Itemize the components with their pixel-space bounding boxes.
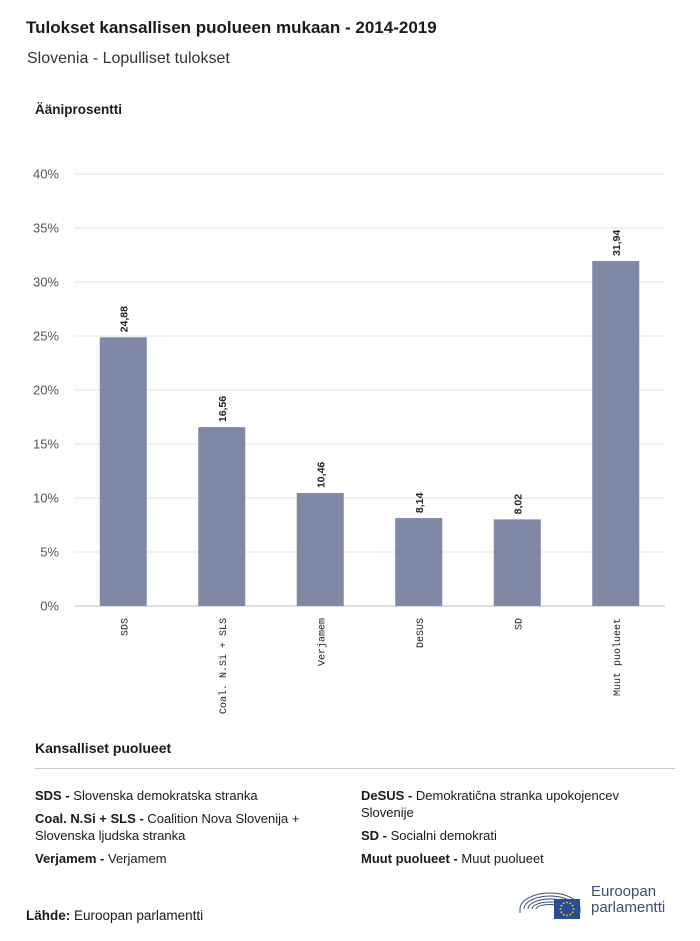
bar [198, 427, 246, 606]
legend-title: Kansalliset puolueet [35, 740, 172, 756]
y-axis-label: Ääniprosentti [35, 102, 123, 117]
legend-item-muut: Muut puolueet - Muut puolueet [361, 851, 544, 866]
source-note: Lähde: Euroopan parlamentti [26, 908, 204, 923]
chart-subtitle: Slovenia - Lopulliset tulokset [27, 50, 230, 67]
bar [493, 519, 541, 606]
parliament-hemicycle-icon [519, 892, 581, 919]
ep-logo: Euroopan parlamentti [516, 883, 681, 923]
x-tick-label: Verjamem [316, 618, 328, 666]
x-tick-label: SD [514, 618, 525, 630]
data-label: 24,88 [118, 306, 130, 332]
chart-title: Tulokset kansallisen puolueen mukaan - 2… [26, 18, 437, 37]
bar [99, 337, 147, 606]
y-tick-label: 20% [33, 383, 59, 398]
data-label: 31,94 [611, 230, 623, 256]
y-tick-label: 10% [33, 491, 59, 506]
legend-item-verjamem: Verjamem - Verjamem [35, 851, 167, 866]
logo-text: Euroopan parlamentti [591, 883, 666, 916]
eu-flag-icon [554, 899, 580, 919]
data-label: 8,14 [414, 492, 426, 513]
x-tick-label: Coal. N.Si + SLS [218, 618, 230, 714]
y-tick-label: 30% [33, 275, 59, 290]
bar [395, 518, 443, 606]
data-label: 8,02 [512, 494, 524, 515]
y-tick-label: 35% [33, 221, 59, 236]
bar [592, 261, 640, 606]
y-tick-label: 40% [33, 167, 59, 182]
y-tick-label: 5% [40, 545, 59, 560]
x-tick-label: Muut puolueet [612, 618, 624, 696]
data-label: 10,46 [315, 462, 327, 488]
legend-item-sds: SDS - Slovenska demokratska stranka [35, 788, 258, 803]
y-tick-label: 15% [33, 437, 59, 452]
data-label: 16,56 [217, 396, 229, 422]
legend-item-coal: Coal. N.Si + SLS - Coalition Nova Sloven… [35, 811, 300, 843]
bar [296, 493, 344, 606]
legend-right-column: DeSUS - Demokratična stranka upokojencev… [361, 787, 661, 873]
x-tick-label: DeSUS [416, 618, 427, 648]
bar-chart: 0% 5% 10% 15% 20% 25% 30% 35% 40% 24,88 SDS 16,56 Co… [33, 167, 665, 714]
x-tick-label: SDS [120, 618, 131, 636]
legend-item-desus: DeSUS - Demokratična stranka upokojencev… [361, 788, 619, 820]
y-tick-label: 0% [40, 599, 59, 614]
legend-item-sd: SD - Socialni demokrati [361, 828, 497, 843]
legend-left-column: SDS - Slovenska demokratska stranka Coal… [35, 787, 335, 873]
y-tick-label: 25% [33, 329, 59, 344]
legend-divider [35, 768, 675, 769]
